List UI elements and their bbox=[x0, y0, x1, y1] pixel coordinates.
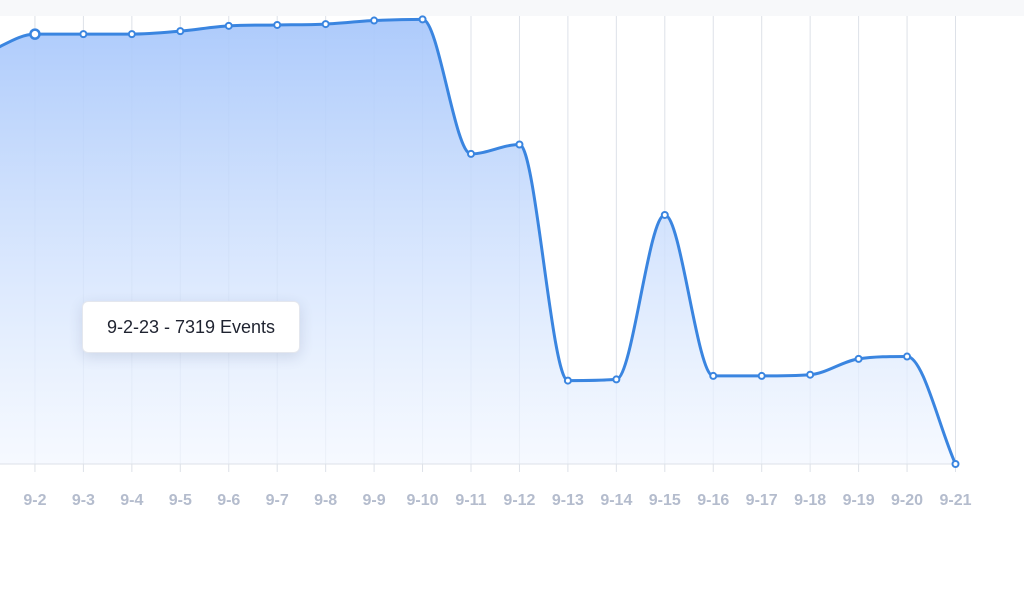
x-tick-label-9-19: 9-19 bbox=[843, 492, 875, 509]
x-tick-label-9-9: 9-9 bbox=[363, 492, 386, 509]
x-tick-label-9-10: 9-10 bbox=[407, 492, 439, 509]
x-tick-label-9-14: 9-14 bbox=[600, 492, 632, 509]
x-tick-label-9-7: 9-7 bbox=[266, 492, 289, 509]
data-point-9-2[interactable] bbox=[29, 28, 41, 40]
data-point-9-5[interactable] bbox=[176, 27, 185, 36]
x-tick-label-9-15: 9-15 bbox=[649, 492, 681, 509]
data-point-9-7[interactable] bbox=[273, 20, 282, 29]
area-fill bbox=[0, 19, 956, 464]
x-tick-label-9-6: 9-6 bbox=[217, 492, 240, 509]
x-tick-label-9-16: 9-16 bbox=[697, 492, 729, 509]
data-point-9-16[interactable] bbox=[709, 371, 718, 380]
data-point-9-19[interactable] bbox=[854, 354, 863, 363]
data-point-9-10[interactable] bbox=[418, 15, 427, 24]
x-tick-label-9-13: 9-13 bbox=[552, 492, 584, 509]
x-tick-label-9-4: 9-4 bbox=[120, 492, 143, 509]
x-tick-label-9-20: 9-20 bbox=[891, 492, 923, 509]
top-band bbox=[0, 0, 1024, 16]
data-point-9-14[interactable] bbox=[612, 375, 621, 384]
x-tick-label-9-17: 9-17 bbox=[746, 492, 778, 509]
data-point-9-3[interactable] bbox=[79, 30, 88, 39]
data-points bbox=[29, 15, 960, 468]
x-tick-labels: 9-2 9-3 9-4 9-5 9-6 9-7 9-8 9-9 9-10 9-11 9-12 9-13… bbox=[23, 492, 971, 509]
data-point-9-13[interactable] bbox=[563, 376, 572, 385]
tooltip-text: 9-2-23 - 7319 Events bbox=[106, 316, 276, 337]
x-tick-label-9-2: 9-2 bbox=[23, 492, 46, 509]
data-point-9-9[interactable] bbox=[370, 16, 379, 25]
data-point-9-21[interactable] bbox=[951, 460, 960, 468]
data-point-9-4[interactable] bbox=[127, 30, 136, 39]
x-tick-label-9-18: 9-18 bbox=[794, 492, 826, 509]
x-tick-label-9-3: 9-3 bbox=[72, 492, 95, 509]
data-point-9-15[interactable] bbox=[660, 210, 669, 219]
x-tick-label-9-8: 9-8 bbox=[314, 492, 337, 509]
data-point-9-11[interactable] bbox=[467, 149, 475, 158]
x-tick-label-9-5: 9-5 bbox=[169, 492, 192, 509]
data-tooltip: 9-2-23 - 7319 Events bbox=[82, 301, 300, 353]
data-point-9-17[interactable] bbox=[757, 371, 766, 380]
x-tick-label-9-11: 9-11 bbox=[455, 492, 486, 509]
data-point-9-6[interactable] bbox=[224, 21, 233, 30]
data-point-9-20[interactable] bbox=[903, 352, 912, 361]
x-tick-label-9-12: 9-12 bbox=[503, 492, 535, 509]
data-point-9-8[interactable] bbox=[321, 20, 330, 29]
data-point-9-12[interactable] bbox=[515, 140, 524, 149]
data-point-9-18[interactable] bbox=[806, 370, 815, 379]
x-tick-label-9-21: 9-21 bbox=[939, 492, 971, 509]
